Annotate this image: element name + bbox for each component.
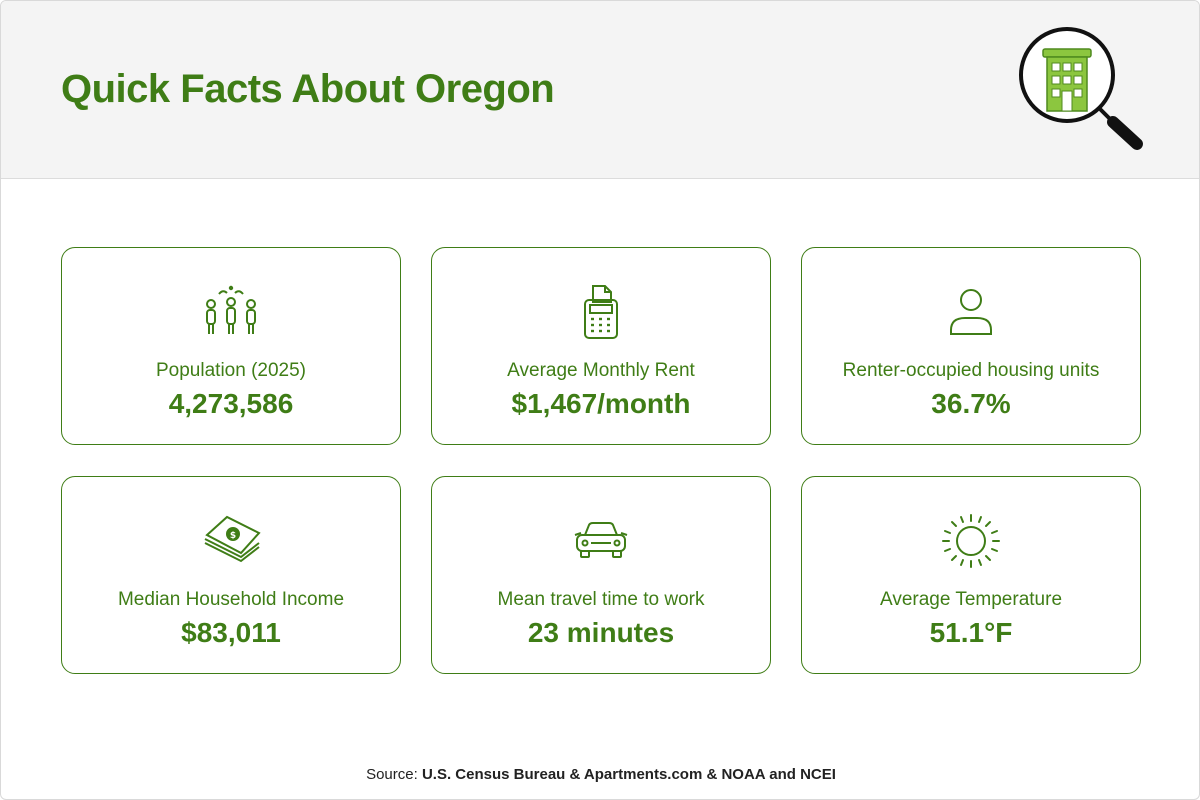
fact-card-travel-time: Mean travel time to work 23 minutes <box>431 476 771 674</box>
money-stack-icon: $ <box>199 513 263 569</box>
car-icon <box>569 513 633 569</box>
fact-label: Median Household Income <box>117 589 345 610</box>
fact-label: Average Monthly Rent <box>507 360 695 381</box>
magnifier-building-icon <box>1019 27 1143 150</box>
page-title: Quick Facts About Oregon <box>61 67 555 111</box>
sun-icon <box>939 513 1003 569</box>
fact-value: 51.1°F <box>929 617 1013 648</box>
people-group-icon <box>199 284 263 340</box>
fact-label: Renter-occupied housing units <box>842 360 1100 381</box>
fact-label: Population (2025) <box>156 360 306 381</box>
fact-card-renter-occupied: Renter-occupied housing units 36.7% <box>801 247 1141 445</box>
header-banner: Quick Facts About Oregon <box>1 1 1199 179</box>
rent-receipt-icon <box>569 284 633 340</box>
fact-value: 4,273,586 <box>168 388 294 419</box>
fact-value: $83,011 <box>181 617 281 648</box>
fact-label: Average Temperature <box>879 589 1063 610</box>
fact-card-temperature: Average Temperature 51.1°F <box>801 476 1141 674</box>
fact-value: 23 minutes <box>527 617 675 648</box>
source-prefix: Source: <box>366 766 422 783</box>
fact-card-income: $ Median Household Income $83,011 <box>61 476 401 674</box>
svg-text:$: $ <box>230 531 236 541</box>
fact-card-rent: Average Monthly Rent $1,467/month <box>431 247 771 445</box>
source-text: U.S. Census Bureau & Apartments.com & NO… <box>421 766 836 783</box>
fact-card-population: Population (2025) 4,273,586 <box>61 247 401 445</box>
fact-value: 36.7% <box>931 388 1011 419</box>
fact-value: $1,467/month <box>511 388 691 419</box>
fact-label: Mean travel time to work <box>497 589 705 610</box>
source-note: Source: U.S. Census Bureau & Apartments.… <box>1 766 1199 783</box>
person-icon <box>939 284 1003 340</box>
